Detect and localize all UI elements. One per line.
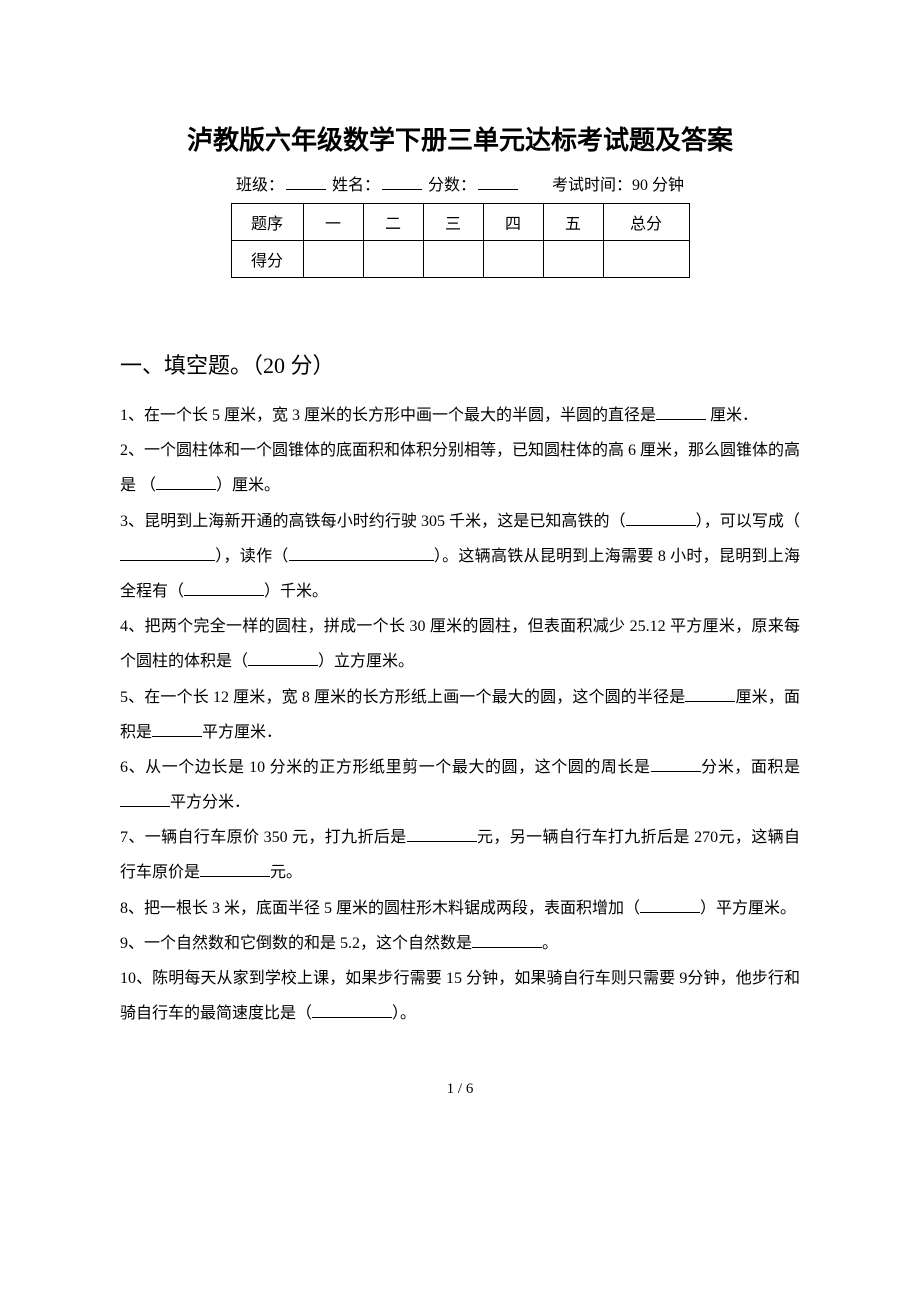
blank xyxy=(200,861,270,877)
q3-c: ），读作（ xyxy=(215,548,289,565)
blank xyxy=(472,932,542,948)
td-empty xyxy=(483,241,543,278)
blank xyxy=(685,686,735,702)
td-score-label: 得分 xyxy=(231,241,303,278)
td-empty xyxy=(603,241,689,278)
q2-b: ）厘米。 xyxy=(216,477,280,494)
q10-b: ）。 xyxy=(392,1005,416,1022)
q3-a: 3、昆明到上海新开通的高铁每小时约行驶 305 千米，这是已知高铁的（ xyxy=(120,513,626,530)
q9-b: 。 xyxy=(542,935,558,952)
q7-c: 元。 xyxy=(270,864,302,881)
question-2: 2、一个圆柱体和一个圆锥体的底面积和体积分别相等，已知圆柱体的高 6 厘米，那么… xyxy=(120,433,800,503)
td-empty xyxy=(543,241,603,278)
question-6: 6、从一个边长是 10 分米的正方形纸里剪一个最大的圆，这个圆的周长是 分米，面积… xyxy=(120,750,800,820)
blank xyxy=(626,510,696,526)
blank xyxy=(289,545,434,561)
page-number: 1 / 6 xyxy=(120,1081,800,1098)
blank xyxy=(156,474,216,490)
info-line: 班级： 姓名： 分数： 考试时间：90 分钟 xyxy=(120,171,800,195)
score-label: 分数： xyxy=(428,177,476,194)
th-1: 一 xyxy=(303,204,363,241)
q4-a: 4、把两个完全一样的圆柱，拼成一个长 30 厘米的圆柱，但表面积减少 25.12… xyxy=(120,618,800,670)
question-9: 9、一个自然数和它倒数的和是 5.2，这个自然数是 。 xyxy=(120,926,800,961)
class-blank xyxy=(286,189,326,190)
th-seq: 题序 xyxy=(231,204,303,241)
score-table: 题序 一 二 三 四 五 总分 得分 xyxy=(231,203,690,278)
q10-a: 10、陈明每天从家到学校上课，如果步行需要 15 分钟，如果骑自行车则只需要 9… xyxy=(120,970,800,1022)
td-empty xyxy=(423,241,483,278)
section-1-heading: 一、填空题。（20 分） xyxy=(120,348,800,380)
q6-c: 平方分米． xyxy=(170,794,250,811)
question-3: 3、昆明到上海新开通的高铁每小时约行驶 305 千米，这是已知高铁的（ ），可以写… xyxy=(120,504,800,610)
q3-b: ），可以写成（ xyxy=(696,513,800,530)
score-blank xyxy=(478,189,518,190)
table-row: 题序 一 二 三 四 五 总分 xyxy=(231,204,689,241)
th-3: 三 xyxy=(423,204,483,241)
td-empty xyxy=(363,241,423,278)
name-label: 姓名： xyxy=(332,177,380,194)
doc-title: 泸教版六年级数学下册三单元达标考试题及答案 xyxy=(120,120,800,157)
blank xyxy=(120,791,170,807)
q5-c: 平方厘米． xyxy=(202,724,282,741)
question-5: 5、在一个长 12 厘米，宽 8 厘米的长方形纸上画一个最大的圆，这个圆的半径是… xyxy=(120,680,800,750)
blank xyxy=(651,756,701,772)
question-4: 4、把两个完全一样的圆柱，拼成一个长 30 厘米的圆柱，但表面积减少 25.12… xyxy=(120,609,800,679)
q4-b: ）立方厘米。 xyxy=(318,653,414,670)
blank xyxy=(184,580,264,596)
q3-e: ）千米。 xyxy=(264,583,328,600)
th-4: 四 xyxy=(483,204,543,241)
blank xyxy=(120,545,215,561)
th-2: 二 xyxy=(363,204,423,241)
blank xyxy=(248,650,318,666)
blank xyxy=(656,404,706,420)
question-8: 8、把一根长 3 米，底面半径 5 厘米的圆柱形木料锯成两段，表面积增加（ ）平方… xyxy=(120,891,800,926)
q7-a: 7、一辆自行车原价 350 元，打九折后是 xyxy=(120,829,407,846)
q5-a: 5、在一个长 12 厘米，宽 8 厘米的长方形纸上画一个最大的圆，这个圆的半径是 xyxy=(120,689,685,706)
th-5: 五 xyxy=(543,204,603,241)
q8-a: 8、把一根长 3 米，底面半径 5 厘米的圆柱形木料锯成两段，表面积增加（ xyxy=(120,900,640,917)
question-7: 7、一辆自行车原价 350 元，打九折后是元，另一辆自行车打九折后是 270元，… xyxy=(120,820,800,890)
table-row: 得分 xyxy=(231,241,689,278)
q1-b: 厘米． xyxy=(710,407,758,424)
exam-time-label: 考试时间：90 分钟 xyxy=(552,177,684,194)
question-1: 1、在一个长 5 厘米，宽 3 厘米的长方形中画一个最大的半圆，半圆的直径是 厘… xyxy=(120,398,800,433)
blank xyxy=(640,897,700,913)
q6-a: 6、从一个边长是 10 分米的正方形纸里剪一个最大的圆，这个圆的周长是 xyxy=(120,759,651,776)
q6-b: 分米，面积是 xyxy=(701,759,800,776)
blank xyxy=(312,1002,392,1018)
question-10: 10、陈明每天从家到学校上课，如果步行需要 15 分钟，如果骑自行车则只需要 9… xyxy=(120,961,800,1031)
name-blank xyxy=(382,189,422,190)
q9-a: 9、一个自然数和它倒数的和是 5.2，这个自然数是 xyxy=(120,935,472,952)
td-empty xyxy=(303,241,363,278)
th-total: 总分 xyxy=(603,204,689,241)
blank xyxy=(407,826,477,842)
blank xyxy=(152,721,202,737)
class-label: 班级： xyxy=(236,177,284,194)
q8-b: ）平方厘米。 xyxy=(700,900,796,917)
q1-a: 1、在一个长 5 厘米，宽 3 厘米的长方形中画一个最大的半圆，半圆的直径是 xyxy=(120,407,656,424)
